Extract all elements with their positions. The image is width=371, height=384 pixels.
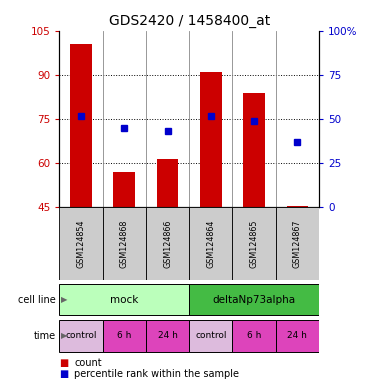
Text: control: control	[65, 331, 97, 341]
Text: ▶: ▶	[61, 295, 68, 304]
Text: GSM124868: GSM124868	[120, 220, 129, 268]
Bar	[189, 320, 233, 352]
Text: ■: ■	[59, 358, 69, 368]
Text: 6 h: 6 h	[247, 331, 261, 341]
Text: ■: ■	[59, 369, 69, 379]
Text: GSM124865: GSM124865	[250, 220, 259, 268]
Text: time: time	[33, 331, 56, 341]
Text: cell line: cell line	[18, 295, 56, 305]
Text: GSM124866: GSM124866	[163, 220, 172, 268]
Text: percentile rank within the sample: percentile rank within the sample	[74, 369, 239, 379]
Text: GSM124854: GSM124854	[76, 220, 85, 268]
Text: count: count	[74, 358, 102, 368]
Bar	[233, 320, 276, 352]
Text: mock: mock	[110, 295, 138, 305]
Bar	[103, 207, 146, 280]
Text: GSM124864: GSM124864	[206, 220, 215, 268]
Text: deltaNp73alpha: deltaNp73alpha	[213, 295, 296, 305]
Bar	[146, 207, 189, 280]
Bar	[59, 320, 103, 352]
Text: control: control	[195, 331, 227, 341]
Bar	[243, 93, 265, 207]
Text: ▶: ▶	[61, 331, 68, 341]
Bar	[103, 320, 146, 352]
Bar	[286, 206, 308, 207]
Bar	[276, 320, 319, 352]
Bar	[146, 320, 189, 352]
Text: GSM124867: GSM124867	[293, 220, 302, 268]
Bar	[189, 284, 319, 315]
Bar	[200, 72, 222, 207]
Bar	[157, 159, 178, 207]
Text: 24 h: 24 h	[158, 331, 177, 341]
Bar	[276, 207, 319, 280]
Bar	[70, 44, 92, 207]
Text: 6 h: 6 h	[117, 331, 131, 341]
Text: 24 h: 24 h	[288, 331, 307, 341]
Bar	[114, 172, 135, 207]
Bar	[233, 207, 276, 280]
Bar	[59, 207, 103, 280]
Bar	[59, 284, 189, 315]
Bar	[189, 207, 233, 280]
Title: GDS2420 / 1458400_at: GDS2420 / 1458400_at	[109, 14, 270, 28]
